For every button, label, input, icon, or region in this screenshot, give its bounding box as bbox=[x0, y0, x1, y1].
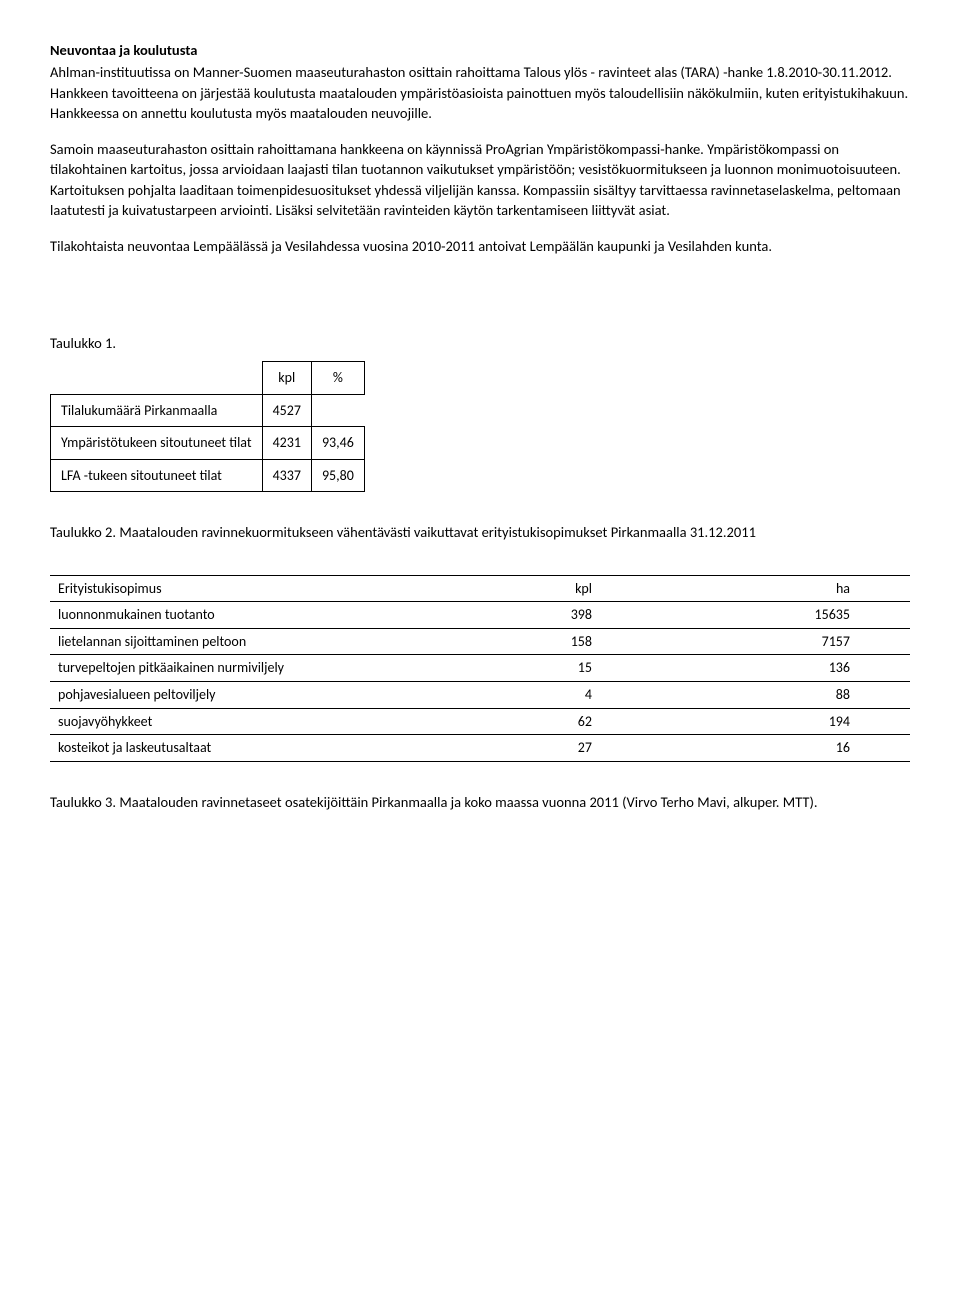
paragraph-3: Tilakohtaista neuvontaa Lempäälässä ja V… bbox=[50, 236, 910, 256]
table2-caption: Taulukko 2. Maatalouden ravinnekuormituk… bbox=[50, 522, 910, 542]
table3-caption: Taulukko 3. Maatalouden ravinnetaseet os… bbox=[50, 792, 910, 812]
table-row: turvepeltojen pitkäaikainen nurmiviljely… bbox=[50, 655, 910, 682]
paragraph-1: Ahlman-instituutissa on Manner-Suomen ma… bbox=[50, 62, 910, 123]
table-row: lietelannan sijoittaminen peltoon 158 71… bbox=[50, 628, 910, 655]
table-row: Ympäristötukeen sitoutuneet tilat 4231 9… bbox=[51, 427, 365, 460]
section-heading: Neuvontaa ja koulutusta bbox=[50, 40, 910, 60]
table1: kpl % Tilalukumäärä Pirkanmaalla 4527 Ym… bbox=[50, 361, 365, 492]
table2-header-name: Erityistukisopimus bbox=[50, 575, 394, 602]
table-row: suojavyöhykkeet 62 194 bbox=[50, 708, 910, 735]
table2: Erityistukisopimus kpl ha luonnonmukaine… bbox=[50, 575, 910, 762]
table1-header-pct: % bbox=[311, 361, 364, 394]
table2-header-ha: ha bbox=[652, 575, 910, 602]
table-row: luonnonmukainen tuotanto 398 15635 bbox=[50, 602, 910, 629]
table-row: pohjavesialueen peltoviljely 4 88 bbox=[50, 682, 910, 709]
table-row: Tilalukumäärä Pirkanmaalla 4527 bbox=[51, 394, 365, 427]
table1-header-kpl: kpl bbox=[262, 361, 311, 394]
table2-header-kpl: kpl bbox=[394, 575, 652, 602]
paragraph-2: Samoin maaseuturahaston osittain rahoitt… bbox=[50, 139, 910, 220]
table1-caption: Taulukko 1. bbox=[50, 333, 910, 353]
table-row: kosteikot ja laskeutusaltaat 27 16 bbox=[50, 735, 910, 762]
table-row: LFA -tukeen sitoutuneet tilat 4337 95,80 bbox=[51, 459, 365, 492]
